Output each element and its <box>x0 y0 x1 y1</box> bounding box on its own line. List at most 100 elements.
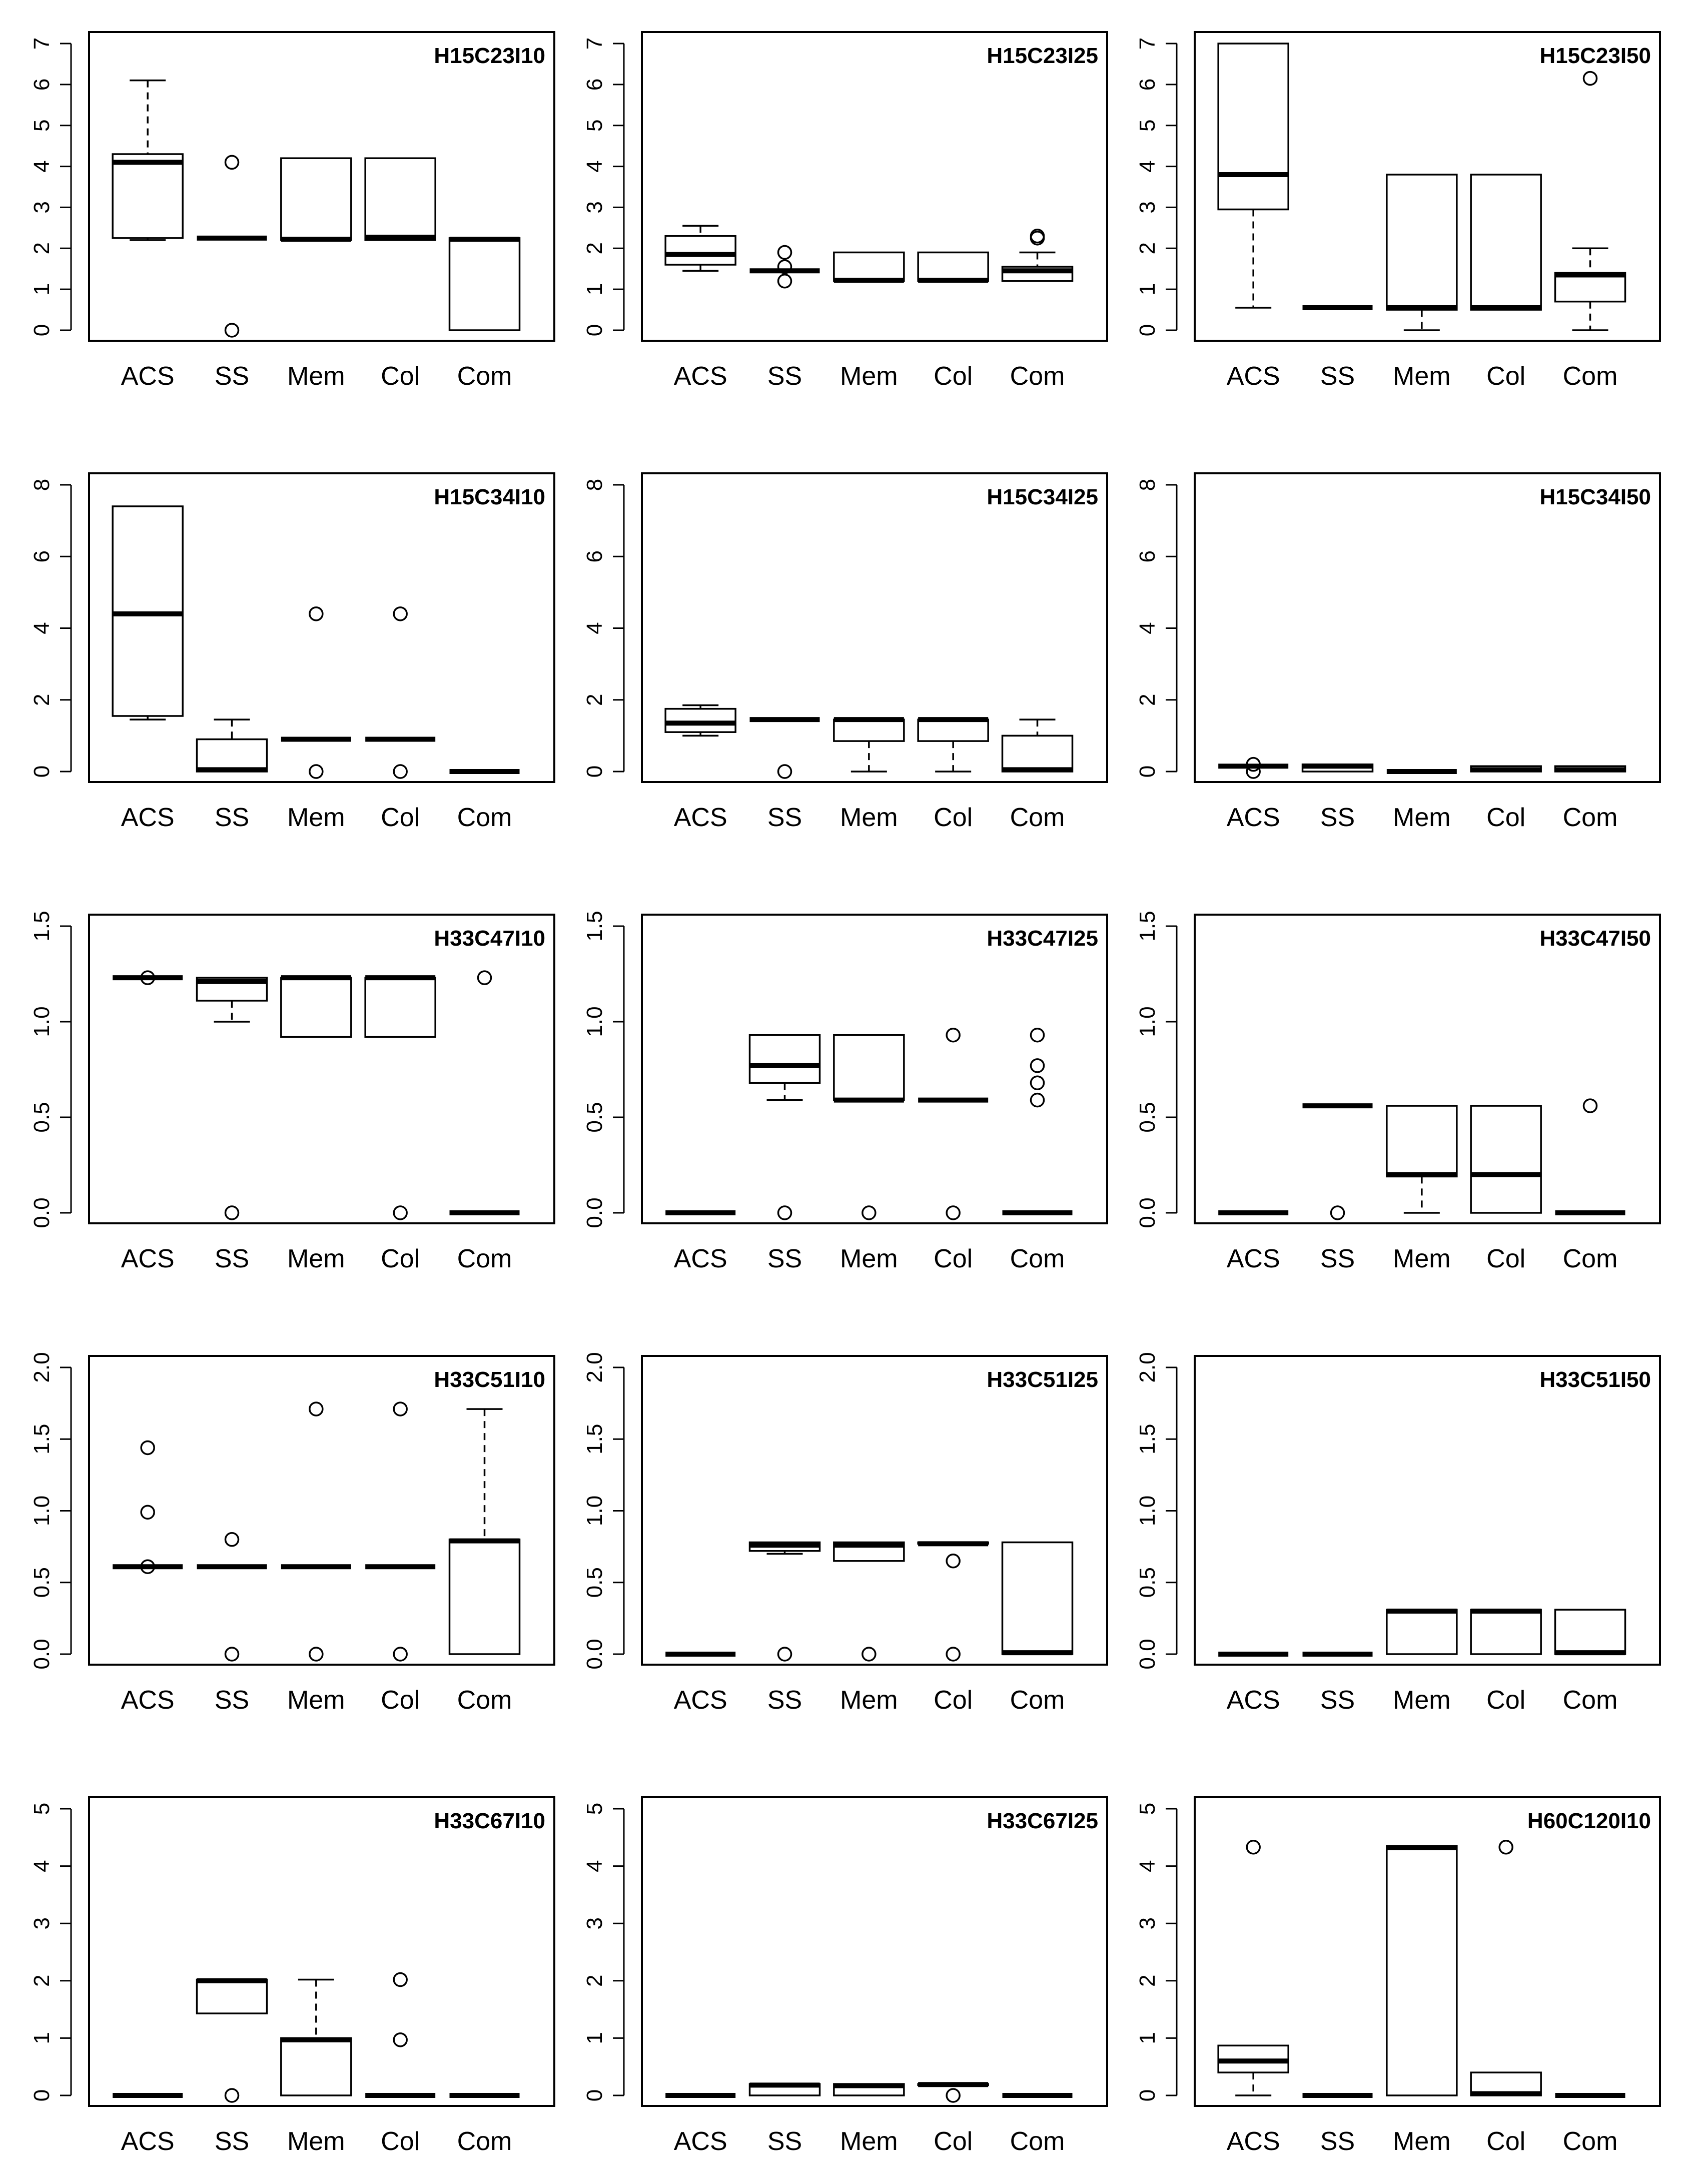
box-iqr <box>448 1539 521 1655</box>
box-iqr <box>1386 1609 1458 1655</box>
box-acs <box>1218 757 1289 779</box>
x-tick-label-ss: SS <box>215 1244 249 1273</box>
plot-frame <box>641 472 1108 783</box>
box-com <box>1001 228 1074 282</box>
y-tick-label: 2.0 <box>30 1352 54 1382</box>
outlier-point <box>393 606 408 621</box>
x-tick-label-mem: Mem <box>287 2127 345 2156</box>
y-tick-label: 0 <box>1135 324 1160 336</box>
outlier-point <box>140 970 155 985</box>
plot-frame <box>1194 1355 1661 1666</box>
box-com <box>448 1408 521 1655</box>
box-iqr <box>833 251 905 282</box>
box-mem <box>833 2083 905 2096</box>
box-ss <box>749 245 820 289</box>
plot-frame <box>641 1796 1108 2107</box>
x-tick-label-acs: ACS <box>121 803 175 832</box>
y-tick-label: 4 <box>1135 622 1160 634</box>
outlier-point <box>309 606 324 621</box>
panel-title: H33C51I50 <box>1539 1367 1651 1392</box>
outlier-point <box>1030 228 1045 244</box>
boxplot-panel-h33c47i10: H33C47I10 0.0 0.5 1.0 1.5 ACS SS Mem Col Com <box>30 911 555 1273</box>
box-ss <box>196 1978 268 2103</box>
y-tick-label: 4 <box>582 1860 607 1872</box>
box-iqr <box>112 153 184 239</box>
box-com <box>448 237 521 331</box>
outlier-point <box>946 2088 961 2103</box>
y-tick-label: 2 <box>30 694 54 706</box>
box-col <box>917 1541 989 1662</box>
boxplot-panel-h15c23i25: H15C23I25 0 1 2 3 4 5 6 7 ACS SS Mem Col Com <box>582 31 1108 391</box>
box-col <box>365 606 436 779</box>
y-tick-label: 5 <box>1135 119 1160 131</box>
plot-frame <box>88 1355 555 1666</box>
y-tick-label: 0.5 <box>1135 1102 1160 1132</box>
x-tick-label-mem: Mem <box>840 1686 898 1715</box>
plot-frame <box>88 472 555 783</box>
box-iqr <box>1470 1609 1542 1655</box>
y-tick-label: 8 <box>582 479 607 491</box>
box-mem <box>1386 174 1458 331</box>
box-col <box>1470 174 1542 311</box>
x-tick-label-mem: Mem <box>287 803 345 832</box>
x-tick-label-com: Com <box>1010 1686 1065 1715</box>
box-mem <box>281 606 351 779</box>
outlier-point <box>1330 1205 1345 1220</box>
x-tick-label-ss: SS <box>767 362 802 391</box>
outlier-point <box>1246 757 1261 772</box>
panel-title: H15C23I50 <box>1539 44 1651 68</box>
box-iqr <box>112 505 184 717</box>
box-com <box>1002 1027 1073 1215</box>
outlier-point <box>777 245 792 260</box>
box-col <box>1470 1609 1542 1655</box>
x-tick-label-col: Col <box>934 803 973 832</box>
box-iqr <box>364 157 436 241</box>
panel-title: H33C47I10 <box>434 926 545 951</box>
box-mem <box>1386 1105 1458 1214</box>
box-iqr <box>280 977 352 1038</box>
y-tick-label: 2 <box>30 1975 54 1987</box>
outlier-point <box>140 1559 155 1574</box>
y-tick-label: 1.5 <box>582 911 607 941</box>
box-iqr <box>1001 1541 1074 1655</box>
y-tick-label: 0 <box>582 766 607 778</box>
box-iqr <box>917 718 989 742</box>
y-tick-label: 5 <box>30 1803 54 1815</box>
plot-frame <box>1194 914 1661 1224</box>
x-tick-label-acs: ACS <box>1227 2127 1280 2156</box>
boxplot-panel-h15c34i10: H15C34I10 0 2 4 6 8 ACS SS Mem Col Com <box>30 472 555 832</box>
outlier-point <box>1498 1840 1513 1855</box>
boxplot-panel-h15c34i25: H15C34I25 0 2 4 6 8 ACS SS Mem Col Com <box>582 472 1108 832</box>
y-tick-label: 5 <box>582 1803 607 1815</box>
box-com <box>449 970 520 1215</box>
outlier-point <box>393 1647 408 1662</box>
x-tick-label-com: Com <box>1010 362 1065 391</box>
y-tick-label: 6 <box>1135 79 1160 91</box>
x-tick-label-mem: Mem <box>1393 2127 1451 2156</box>
box-com <box>1554 1609 1626 1656</box>
panel-title: H33C47I50 <box>1539 926 1651 951</box>
x-tick-label-com: Com <box>1010 803 1065 832</box>
y-tick-label: 7 <box>1135 38 1160 50</box>
y-tick-label: 0 <box>30 2089 54 2101</box>
box-col <box>1470 1105 1542 1214</box>
outlier-point <box>224 2088 240 2103</box>
y-tick-label: 0.0 <box>30 1197 54 1228</box>
box-iqr <box>664 235 736 266</box>
y-tick-label: 1 <box>582 283 607 295</box>
x-tick-label-ss: SS <box>1320 1686 1355 1715</box>
box-col <box>917 2082 989 2103</box>
y-tick-label: 8 <box>1135 479 1160 491</box>
outlier-point <box>224 1532 240 1547</box>
box-mem <box>280 1978 352 2096</box>
x-tick-label-mem: Mem <box>840 1244 898 1273</box>
y-tick-label: 4 <box>30 1860 54 1872</box>
x-tick-label-col: Col <box>1486 803 1525 832</box>
box-col <box>917 717 989 773</box>
outlier-point <box>1030 1027 1045 1043</box>
outlier-point <box>224 155 240 170</box>
y-tick-label: 1 <box>30 2032 54 2044</box>
x-tick-label-ss: SS <box>767 1686 802 1715</box>
plot-frame <box>88 31 555 342</box>
x-tick-label-ss: SS <box>215 2127 249 2156</box>
